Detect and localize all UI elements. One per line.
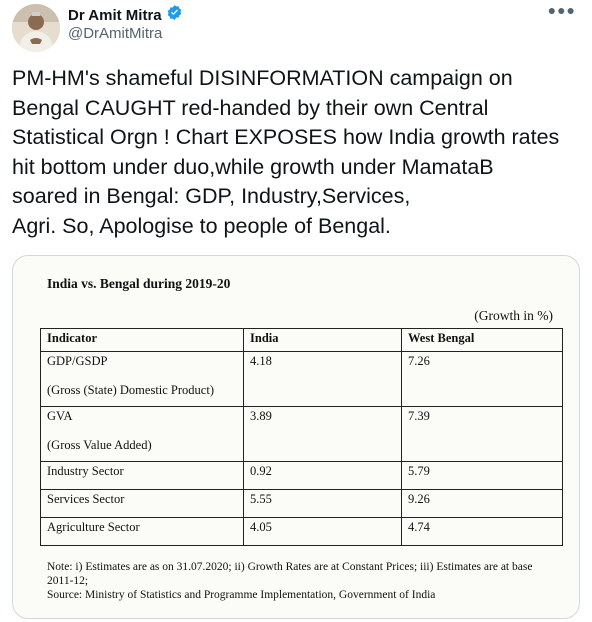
table-title: India vs. Bengal during 2019-20: [47, 276, 231, 291]
author-handle[interactable]: @DrAmitMitra: [68, 25, 163, 42]
india-value: 4.05: [243, 517, 402, 546]
table-row: GDP/GSDP (Gross (State) Domestic Product…: [40, 351, 563, 407]
india-value: 0.92: [243, 461, 402, 490]
header-west-bengal: West Bengal: [401, 328, 563, 352]
indicator-label: GDP/GSDP: [47, 354, 108, 368]
indicator-sublabel: (Gross (State) Domestic Product): [47, 383, 214, 397]
table-image: India vs. Bengal during 2019-20 (Growth …: [13, 256, 579, 618]
author-avatar[interactable]: [12, 4, 60, 52]
table-row: Industry Sector 0.92 5.79: [40, 461, 563, 490]
table-row: Agriculture Sector 4.05 4.74: [40, 517, 563, 546]
table-footnote: Note: i) Estimates are as on 31.07.2020;…: [47, 560, 557, 602]
table-row: Services Sector 5.55 9.26: [40, 489, 563, 518]
growth-table: Indicator India West Bengal GDP/GSDP (Gr…: [40, 328, 563, 546]
indicator-label: Industry Sector: [40, 461, 244, 490]
india-value: 3.89: [243, 406, 402, 462]
india-value: 4.18: [243, 351, 402, 407]
indicator-cell: GVA (Gross Value Added): [40, 406, 244, 462]
tweet-text: PM-HM's shameful DISINFORMATION campaign…: [12, 66, 560, 238]
verified-badge-icon: [166, 4, 183, 26]
header-india: India: [243, 328, 402, 352]
wb-value: 7.39: [401, 406, 563, 462]
indicator-label: GVA: [47, 409, 73, 423]
indicator-sublabel: (Gross Value Added): [47, 438, 152, 452]
wb-value: 4.74: [401, 517, 563, 546]
table-row: GVA (Gross Value Added) 3.89 7.39: [40, 406, 563, 462]
unit-note: (Growth in %): [474, 308, 553, 323]
more-options-icon[interactable]: ●●●: [547, 2, 576, 18]
author-name[interactable]: Dr Amit Mitra: [68, 6, 162, 24]
wb-value: 5.79: [401, 461, 563, 490]
indicator-cell: GDP/GSDP (Gross (State) Domestic Product…: [40, 351, 244, 407]
avatar-image: [12, 4, 60, 52]
footnote-source: Source: Ministry of Statistics and Progr…: [47, 589, 436, 601]
tweet-image-card[interactable]: India vs. Bengal during 2019-20 (Growth …: [12, 255, 580, 619]
author-name-row: Dr Amit Mitra: [68, 4, 183, 26]
india-value: 5.55: [243, 489, 402, 518]
wb-value: 9.26: [401, 489, 563, 518]
wb-value: 7.26: [401, 351, 563, 407]
header-indicator: Indicator: [40, 328, 244, 352]
indicator-label: Services Sector: [40, 489, 244, 518]
footnote-note: Note: i) Estimates are as on 31.07.2020;…: [47, 561, 533, 587]
table-header-row: Indicator India West Bengal: [40, 328, 563, 352]
indicator-label: Agriculture Sector: [40, 517, 244, 546]
